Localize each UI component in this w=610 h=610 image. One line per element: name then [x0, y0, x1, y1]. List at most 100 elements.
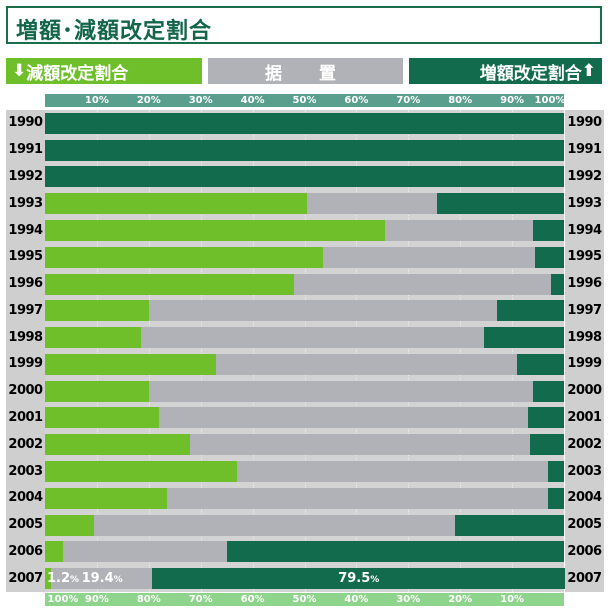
- top-tick-label: 50%: [292, 95, 317, 106]
- bottom-tick-label: 20%: [448, 594, 473, 605]
- gridline: [356, 110, 358, 592]
- chart-plot-area: 1.2% 19.4% 79.5%: [45, 110, 565, 592]
- top-tick-label: 20%: [136, 95, 161, 106]
- top-tick-label: 60%: [344, 95, 369, 106]
- year-label: 1995: [567, 249, 602, 265]
- bar-decrease: [45, 273, 295, 295]
- bar-increase: [535, 246, 564, 268]
- bar-increase: [455, 514, 564, 536]
- year-label: 1990: [8, 115, 43, 131]
- year-labels-left: 1990 1991 1992 1993 1994 1995 1996 1997 1998 1999…: [6, 110, 45, 592]
- gridline: [512, 110, 514, 592]
- bar-increase: [45, 112, 564, 134]
- bar-hold: [63, 541, 227, 563]
- year-label: 1991: [567, 142, 602, 158]
- chart-title: 増額･減額改定割合: [16, 19, 213, 44]
- bar-increase: [151, 568, 565, 590]
- gridline: [96, 110, 98, 592]
- year-label: 2004: [8, 490, 43, 506]
- legend-decrease: ⬇ 減額改定割合: [6, 58, 202, 84]
- year-label: 1994: [8, 222, 43, 238]
- up-arrow-icon: ⬆: [581, 61, 596, 81]
- bar-hold: [294, 273, 551, 295]
- top-tick-label: 30%: [188, 95, 213, 106]
- bar-hold: [237, 461, 549, 482]
- bottom-tick-label: 40%: [344, 594, 369, 605]
- bar-increase: [551, 273, 564, 295]
- year-label: 1992: [567, 168, 602, 184]
- bar-increase: [530, 434, 564, 456]
- year-label: 2007: [8, 570, 43, 586]
- bar-hold: [51, 568, 152, 590]
- bar-hold: [166, 487, 549, 509]
- year-label: 1996: [8, 276, 43, 292]
- legend-hold: 据 置: [208, 58, 403, 84]
- bar-decrease: [45, 380, 149, 402]
- bar-decrease: [45, 407, 160, 429]
- bottom-axis: 100% 90% 80% 70% 60% 50% 40% 30% 20% 10%: [45, 593, 564, 606]
- bar-increase: [532, 380, 564, 402]
- top-tick-label: 10%: [84, 95, 109, 106]
- year-label: 2005: [8, 517, 43, 533]
- bar-decrease: [45, 434, 191, 456]
- bar-decrease: [45, 461, 238, 482]
- bar-decrease: [45, 193, 308, 215]
- bar-increase: [548, 487, 564, 509]
- top-tick-label: 40%: [240, 95, 265, 106]
- year-label: 1995: [8, 249, 43, 265]
- year-label: 2007: [567, 570, 602, 586]
- bar-hold: [307, 193, 437, 215]
- year-label: 2005: [567, 517, 602, 533]
- legend-hold-label: 据 置: [265, 63, 346, 84]
- bar-increase: [496, 300, 564, 322]
- gridline: [252, 110, 254, 592]
- annotation-decrease: 1.2%: [47, 571, 80, 587]
- title-box: 増額･減額改定割合: [6, 6, 602, 44]
- bar-hold: [94, 514, 455, 536]
- bottom-tick-label: 70%: [188, 594, 213, 605]
- top-tick-label: 90%: [500, 95, 525, 106]
- bar-decrease: [45, 220, 385, 241]
- bottom-tick-label: 30%: [396, 594, 421, 605]
- year-label: 2002: [567, 436, 602, 452]
- year-label: 1999: [567, 356, 602, 372]
- gridline: [148, 110, 150, 592]
- year-label: 2000: [567, 383, 602, 399]
- bar-decrease: [45, 353, 217, 375]
- bar-decrease: [45, 327, 141, 349]
- top-axis: 10% 20% 30% 40% 50% 60% 70% 80% 90% 100%: [45, 94, 565, 107]
- year-label: 1999: [8, 356, 43, 372]
- bar-hold: [216, 353, 518, 375]
- bar-decrease: [45, 568, 52, 590]
- bar-decrease: [45, 487, 167, 509]
- year-label: 1994: [567, 222, 602, 238]
- bottom-tick-label: 60%: [240, 594, 265, 605]
- bar-increase: [517, 353, 564, 375]
- legend-increase: 増額改定割合 ⬆: [409, 58, 602, 84]
- year-label: 1992: [8, 168, 43, 184]
- bar-hold: [322, 246, 536, 268]
- year-label: 1991: [8, 142, 43, 158]
- year-label: 2004: [567, 490, 602, 506]
- year-label: 1996: [567, 276, 602, 292]
- bar-hold: [148, 380, 533, 402]
- bar-hold: [141, 327, 484, 349]
- bar-hold: [384, 220, 533, 241]
- bar-decrease: [45, 514, 95, 536]
- year-label: 1993: [8, 195, 43, 211]
- year-label: 1998: [567, 329, 602, 345]
- year-label: 2002: [8, 436, 43, 452]
- bottom-tick-label: 80%: [136, 594, 161, 605]
- bar-increase: [527, 407, 564, 429]
- gridline: [408, 110, 410, 592]
- year-label: 2006: [8, 543, 43, 559]
- year-label: 1997: [567, 302, 602, 318]
- annotation-hold: 19.4%: [81, 571, 123, 587]
- year-label: 2001: [567, 409, 602, 425]
- bar-increase: [226, 541, 564, 563]
- year-label: 1998: [8, 329, 43, 345]
- year-labels-right: 1990 1991 1992 1993 1994 1995 1996 1997 1998 1999…: [565, 110, 604, 592]
- bar-increase: [532, 220, 564, 241]
- year-label: 2001: [8, 409, 43, 425]
- bar-increase: [483, 327, 564, 349]
